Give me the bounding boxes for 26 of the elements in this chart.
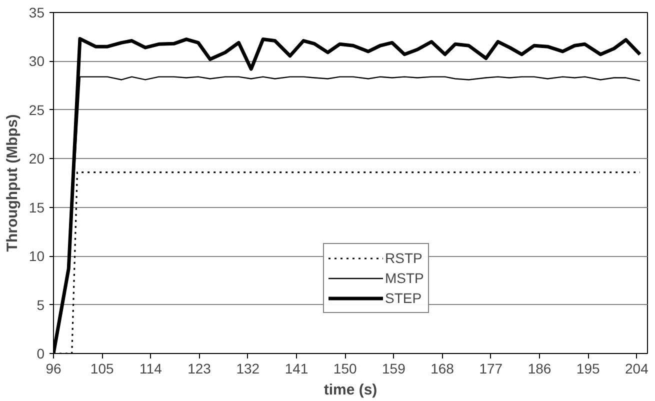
x-tick-label: 114 [140,360,162,376]
x-tick-label: 204 [625,360,649,376]
y-tick-label: 35 [28,4,45,20]
x-tick-label: 150 [333,360,357,376]
y-tick-label: 15 [28,199,45,216]
x-tick-label: 123 [188,360,212,376]
y-tick-label: 10 [28,248,45,264]
x-tick-label: 177 [479,360,503,376]
y-axis-title: Throughput (Mbps) [4,114,21,252]
x-axis-title: time (s) [324,382,378,398]
x-tick-label: 141 [284,360,308,376]
x-tick-label: 96 [46,360,62,376]
x-tick-label: 105 [90,360,114,376]
legend-label: STEP [385,290,422,306]
y-tick-label: 30 [28,53,45,70]
x-tick-label: 168 [430,360,454,376]
x-tick-label: 195 [576,360,600,376]
y-tick-label: 0 [36,346,45,362]
y-tick-label: 20 [28,150,45,167]
x-tick-label: 132 [236,360,260,376]
y-tick-label: 5 [36,296,45,313]
legend-label: RSTP [385,250,422,266]
x-tick-label: 159 [382,360,406,376]
x-tick-label: 186 [528,360,552,376]
legend-label: MSTP [385,270,424,286]
y-tick-label: 25 [28,102,45,118]
